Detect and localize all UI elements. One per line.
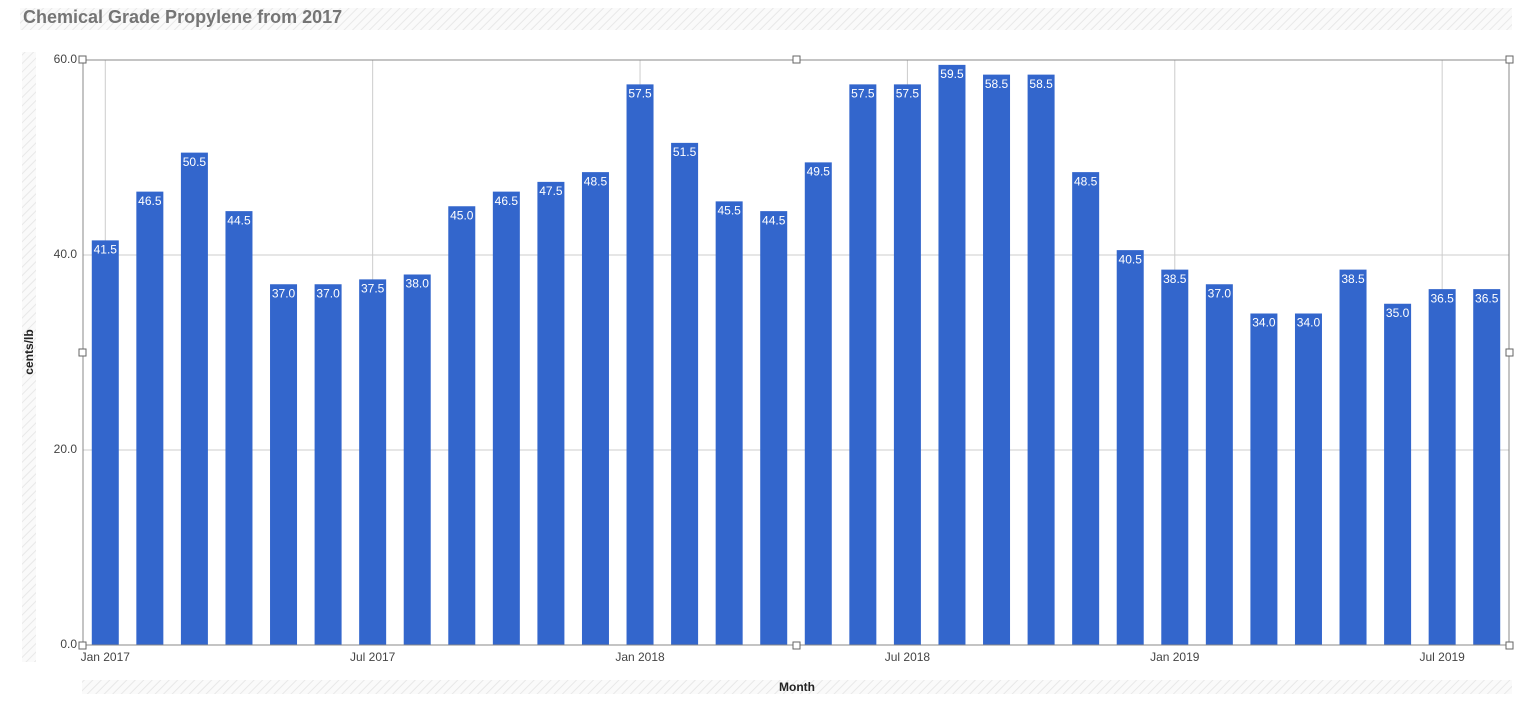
y-axis-label: cents/lb [22,329,36,374]
bar [938,64,966,645]
bar [91,240,119,645]
handle [1505,641,1514,650]
handle [1505,55,1514,64]
data-label: 47.5 [539,184,563,198]
bar [314,284,342,645]
chart-title: Chemical Grade Propylene from 2017 [23,7,342,27]
data-label: 57.5 [896,87,920,101]
data-label: 51.5 [673,145,697,159]
axis-strip [22,52,36,662]
bar [492,191,520,645]
bar [225,211,253,645]
bar [1473,289,1501,645]
bar [1250,313,1278,645]
bar [849,84,877,645]
bar [715,201,743,645]
y-tick-label: 20.0 [54,442,78,456]
data-label: 46.5 [495,194,519,208]
bar [136,191,164,645]
bar [626,84,654,645]
y-tick-label: 0.0 [60,637,77,651]
bar [403,274,431,645]
data-label: 37.0 [272,286,296,300]
data-label: 38.0 [406,277,430,291]
y-tick-label: 60.0 [54,52,78,66]
data-label: 59.5 [940,67,964,81]
x-tick-label: Jul 2019 [1419,650,1465,664]
bar [1116,250,1144,645]
handle [78,55,87,64]
data-label: 57.5 [851,87,875,101]
handle [792,641,801,650]
x-tick-label: Jan 2018 [615,650,665,664]
data-label: 48.5 [584,174,608,188]
data-label: 35.0 [1386,306,1410,320]
bar [537,181,565,645]
bar [1428,289,1456,645]
data-label: 34.0 [1252,316,1276,330]
bar [270,284,298,645]
data-label: 49.5 [807,165,831,179]
handles [78,55,1514,650]
bar [448,206,476,645]
handle [1505,348,1514,357]
bar [1384,303,1412,645]
data-label: 45.5 [717,204,741,218]
plot-area: 0.0 20.0 40.0 60.0 Jan 2017 Jul 2017 Jan 2018 J… [54,52,1509,664]
x-axis-label: Month [779,680,815,694]
bar [983,74,1011,645]
bar [581,172,609,645]
bar [1027,74,1055,645]
axis-strip [82,680,1512,694]
data-label: 44.5 [227,213,251,227]
bar [180,152,208,645]
data-label: 57.5 [628,87,652,101]
data-label: 58.5 [985,77,1009,91]
handle [78,348,87,357]
data-label: 37.5 [361,282,385,296]
y-tick-label: 40.0 [54,247,78,261]
x-tick-label: Jul 2017 [350,650,396,664]
x-tick-label: Jul 2018 [885,650,931,664]
data-label: 50.5 [183,155,207,169]
bar [359,279,387,645]
bar [893,84,921,645]
data-label: 38.5 [1163,272,1187,286]
data-label: 46.5 [138,194,162,208]
handle [78,641,87,650]
bar [1294,313,1322,645]
bar [1339,269,1367,645]
bar [671,142,699,645]
bar [804,162,832,645]
x-tick-label: Jan 2017 [81,650,131,664]
data-label: 45.0 [450,208,474,222]
bar [1072,172,1100,645]
data-label: 37.0 [316,286,340,300]
x-tick-label: Jan 2019 [1150,650,1200,664]
bar [1161,269,1189,645]
data-label: 40.5 [1119,252,1143,266]
data-label: 41.5 [94,243,118,257]
data-label: 48.5 [1074,174,1098,188]
bar [1205,284,1233,645]
data-label: 44.5 [762,213,786,227]
data-label: 36.5 [1430,291,1454,305]
bar [760,211,788,645]
handle [792,55,801,64]
data-label: 58.5 [1029,77,1053,91]
data-label: 34.0 [1297,316,1321,330]
data-label: 36.5 [1475,291,1499,305]
data-label: 37.0 [1208,286,1232,300]
data-label: 38.5 [1341,272,1365,286]
title-strip [20,8,1512,30]
